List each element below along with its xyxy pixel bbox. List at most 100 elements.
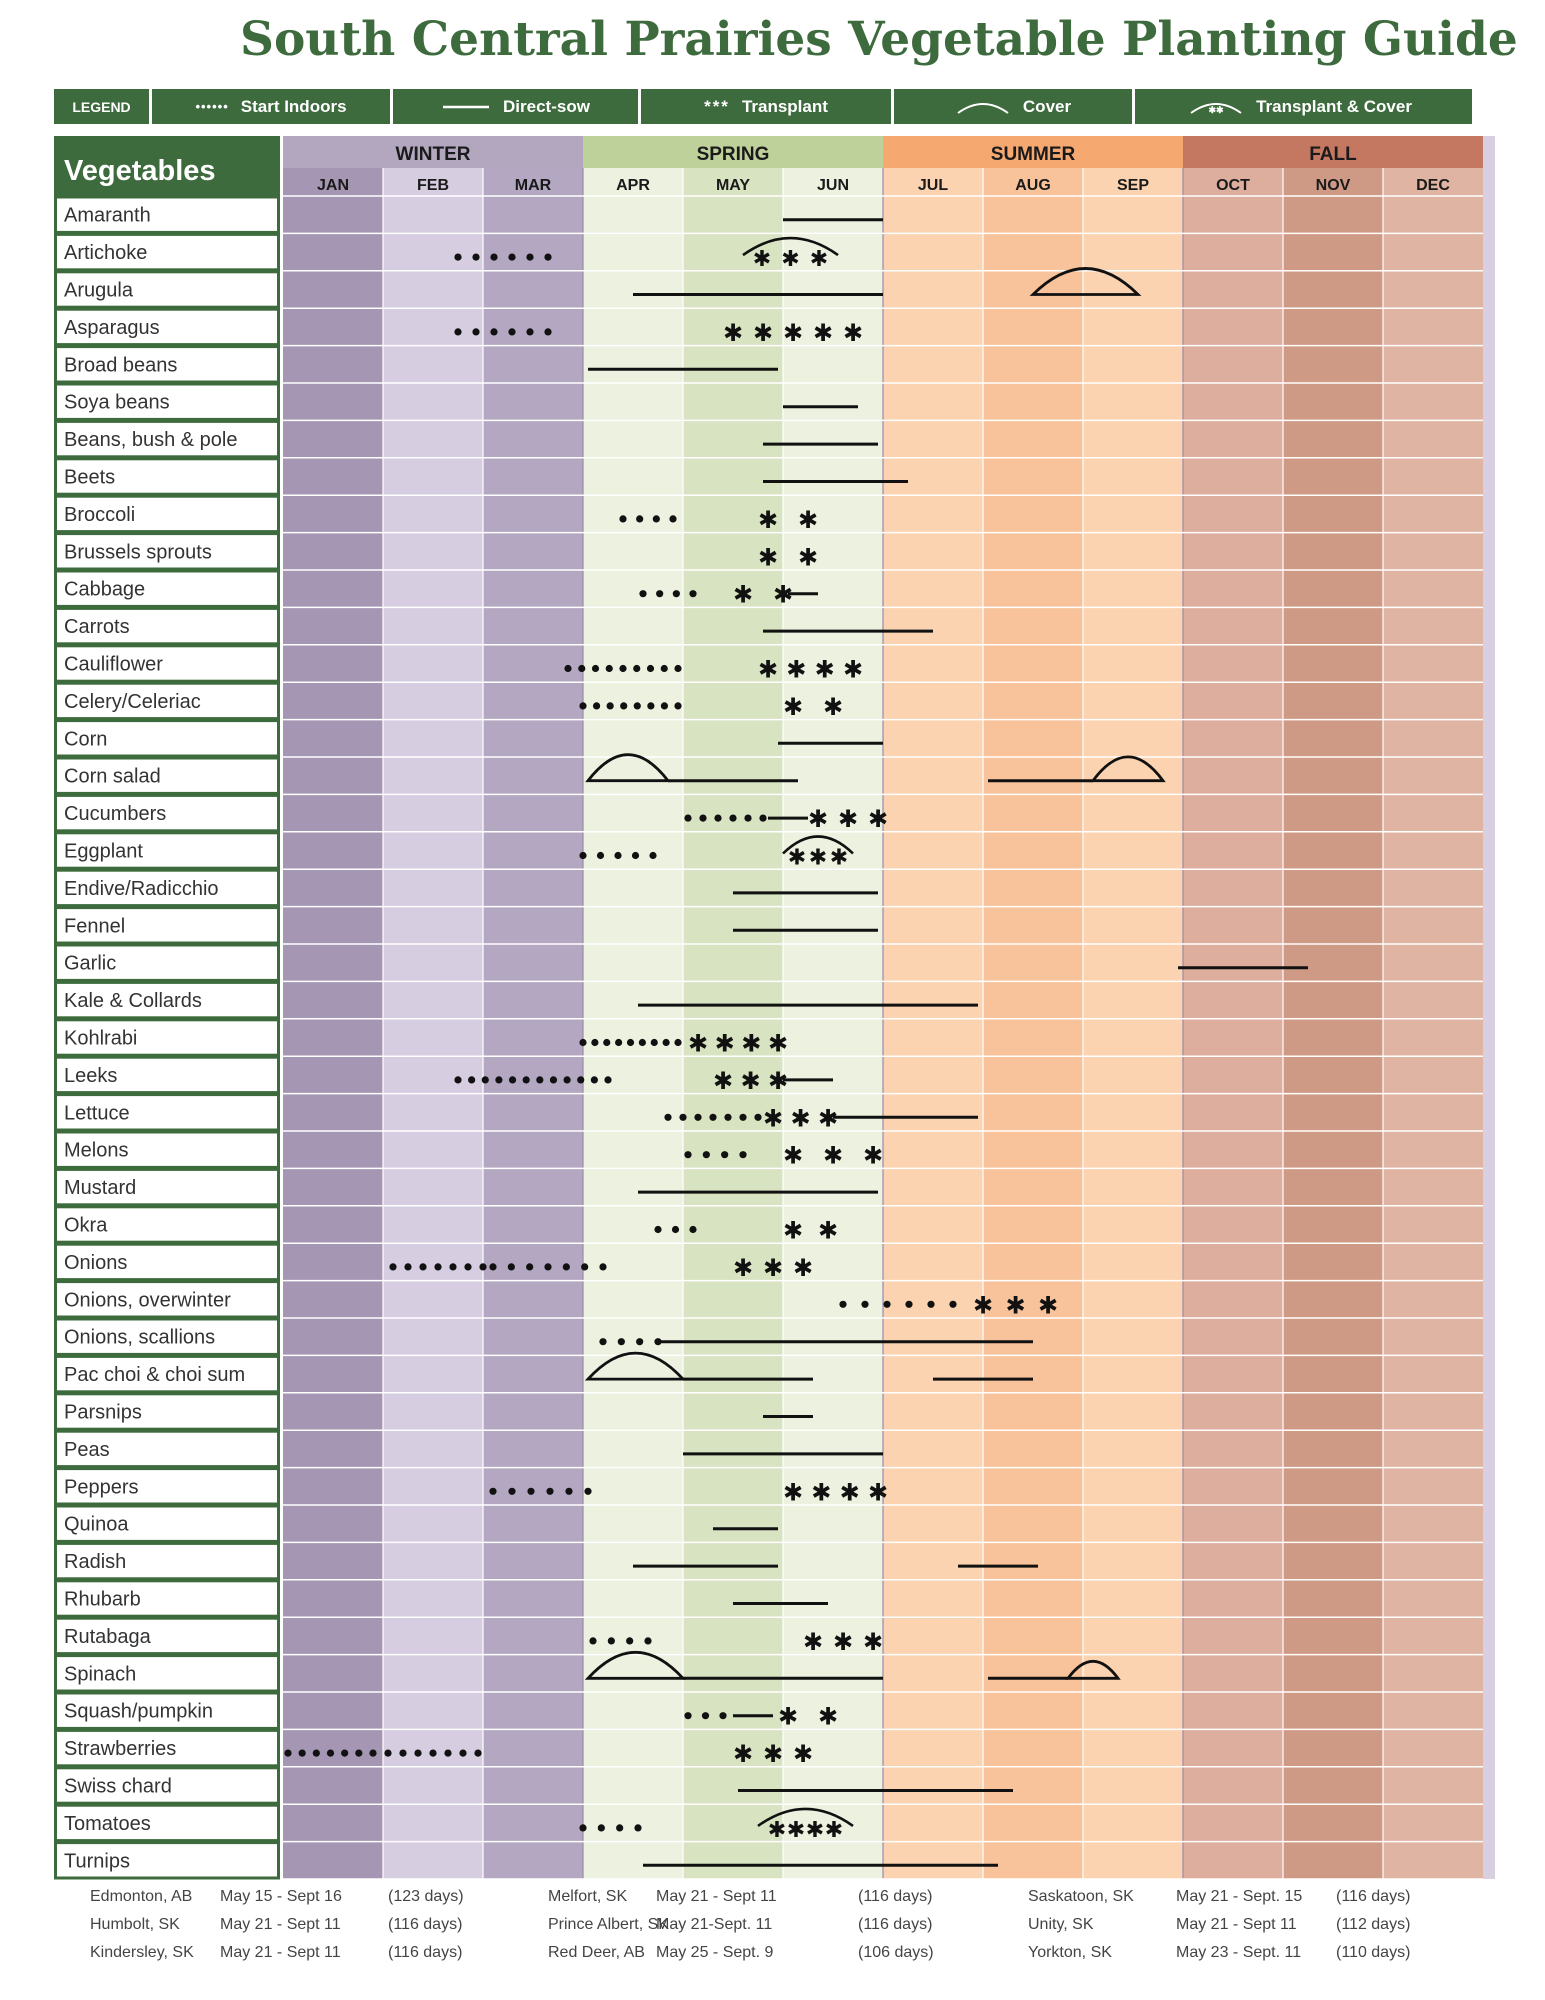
star: ✱ [723,319,743,347]
star: ✱ [790,1104,810,1132]
month-column-aug [983,168,1083,1879]
dot [660,702,669,710]
transplant-cover: ✱ ✱ ✱ [782,835,854,871]
vegetable-cell [54,1803,280,1843]
transplant-stars: ✱ ✱ [778,1703,838,1731]
dot [468,1076,476,1084]
page-title: South Central Prairies Vegetable Plantin… [240,12,1518,67]
dot [454,1076,462,1084]
vegetable-cell [54,270,280,309]
start-indoors-dots [454,328,552,336]
season-label-winter: WINTER [396,144,471,165]
vegetable-cell [54,1317,280,1356]
footer-cell: Red Deer, AB [548,1944,645,1961]
dot [459,1749,467,1757]
vegetable-name: Arugula [64,280,134,302]
transplant-stars: ✱ ✱ ✱ ✱ [688,1030,788,1058]
dot [739,1151,747,1159]
star: ✱ [763,1254,783,1282]
dot [759,814,767,822]
vegetable-cell [54,1691,280,1730]
dot [526,1263,534,1271]
transplant-stars: ✱ ✱ ✱ ✱ [783,1478,888,1506]
legend-bar: LEGEND •••••• Start Indoors Direct-sow *… [54,89,1472,124]
svg-text:✱✱: ✱✱ [1209,105,1225,115]
footer-cell: May 21-Sept. 11 [656,1916,773,1933]
transplant-stars: ✱ ✱ ✱ [783,1142,883,1170]
month-column-oct [1183,168,1283,1879]
dot [754,1113,762,1121]
cover-arc [782,835,854,855]
dot [544,253,552,261]
vegetable-name: Leeks [64,1065,117,1087]
dot [927,1300,935,1308]
dot [495,1076,503,1084]
vegetable-name: Peas [64,1439,110,1461]
month-column-feb [383,168,483,1879]
stars-icon: *** [704,96,730,116]
dot [631,851,640,860]
star: ✱ [740,1067,760,1095]
star: ✱ [778,1703,798,1731]
vegetables-header: Vegetables [64,155,216,187]
footer-cell: May 23 - Sept. 11 [1176,1944,1302,1961]
dot [664,1113,672,1121]
dot [579,1824,587,1832]
dot [839,1300,847,1308]
dot [684,814,692,822]
star: ✱ [818,1217,838,1245]
dot [544,1263,552,1271]
dot [522,1076,530,1084]
dot [662,1038,670,1047]
dot [526,253,534,261]
vegetable-name: Brussels sprouts [64,541,212,563]
dot [599,1338,607,1346]
month-label-dec: DEC [1416,177,1450,194]
dot [414,1749,422,1757]
legend-transplant-cover: ✱✱ Transplant & Cover [1135,89,1465,124]
star: ✱ [863,1628,883,1656]
vegetable-cell [54,681,280,721]
legend-transplant-cover-label: Transplant & Cover [1256,96,1412,116]
season-header-summer [883,136,1183,168]
star: ✱ [806,1818,824,1843]
start-indoors-dots [684,814,767,822]
star: ✱ [868,1478,888,1506]
dots-icon: •••••• [195,99,229,114]
vegetable-name: Soya beans [64,392,170,414]
footer-cell: Unity, SK [1028,1916,1094,1933]
start-indoors-dots [579,1824,642,1832]
vegetable-name: Artichoke [64,242,147,264]
footer-cell: Yorkton, SK [1028,1944,1112,1961]
vegetable-name: Beets [64,467,115,489]
dot [674,702,682,710]
dot [599,1263,607,1271]
transplant-stars: ✱ ✱ [758,506,818,534]
vegetable-cell [54,606,280,646]
vegetable-cell [54,1541,280,1581]
dot [633,664,641,673]
vegetable-name: Rhubarb [64,1589,141,1611]
dot [614,851,622,860]
month-label-feb: FEB [417,177,449,194]
month-column-apr [583,168,683,1879]
vegetable-name: Celery/Celeriac [64,691,201,713]
dot [479,1263,487,1271]
star: ✱ [793,1254,813,1282]
star: ✱ [813,319,833,347]
month-label-jul: JUL [918,177,948,194]
transplant-stars: ✱ ✱ ✱ [733,1740,813,1768]
dot [689,590,697,598]
footer-cell: (112 days) [1336,1916,1411,1933]
dot [341,1749,349,1757]
transplant-stars: ✱ ✱ ✱ [763,1104,838,1132]
star: ✱ [741,1030,761,1058]
start-indoors-dots [389,1263,487,1271]
footer-cell: May 21 - Sept. 15 [1176,1888,1303,1905]
start-indoors-dots [589,1637,652,1645]
dot [620,702,628,710]
dot [702,1151,710,1159]
dot [654,1225,662,1234]
dot [684,1712,692,1720]
start-indoors-dots [579,851,657,860]
